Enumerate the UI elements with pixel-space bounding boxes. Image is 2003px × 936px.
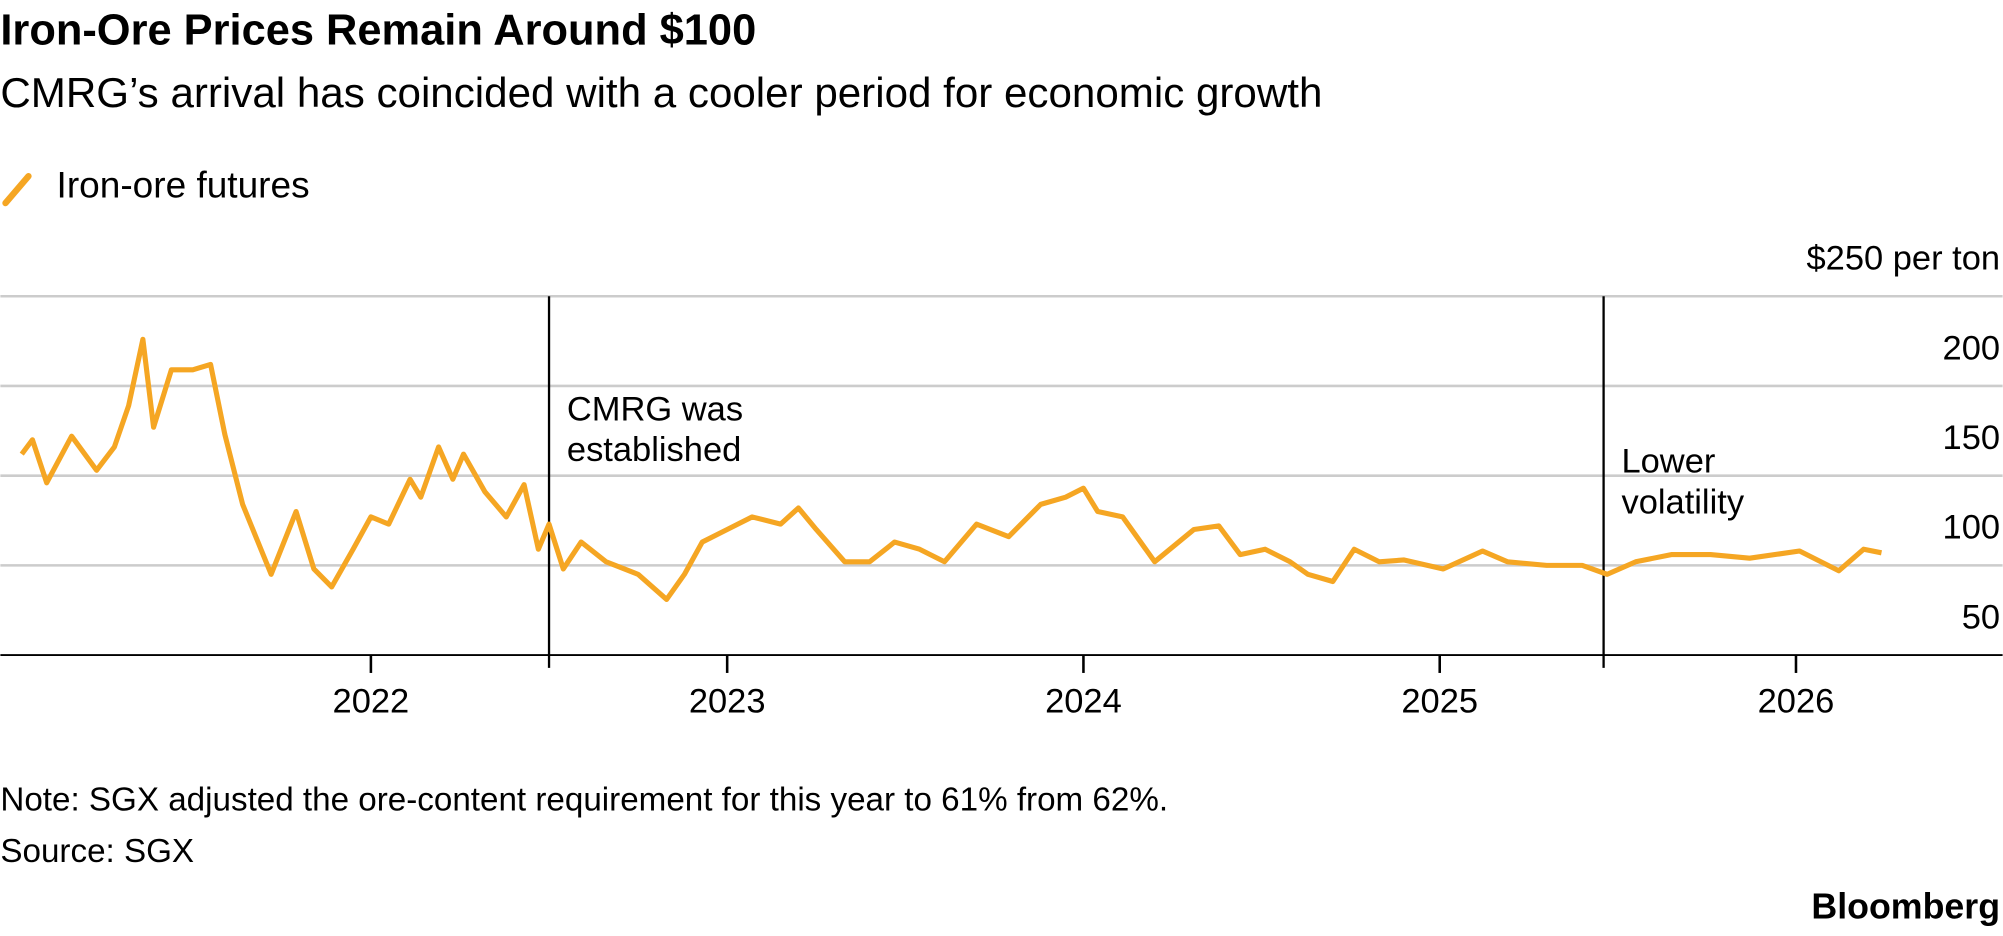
- x-tick-label: 2023: [689, 683, 766, 721]
- source: Source: SGX: [0, 833, 194, 870]
- chart-title: Iron-Ore Prices Remain Around $100: [0, 7, 756, 55]
- x-tick-label: 2025: [1401, 683, 1478, 721]
- legend-label: Iron-ore futures: [57, 163, 310, 205]
- x-tick-label: 2022: [333, 683, 410, 721]
- y-tick-label: 150: [1943, 419, 2001, 457]
- note: Note: SGX adjusted the ore-content requi…: [0, 782, 1168, 819]
- annotation-text: Lower: [1621, 443, 1715, 481]
- brand: Bloomberg: [1811, 887, 2000, 927]
- chart-subtitle: CMRG’s arrival has coincided with a cool…: [0, 69, 1322, 116]
- annotation-text: established: [567, 431, 741, 469]
- y-tick-label: 50: [1962, 598, 2000, 636]
- legend-swatch: [2, 173, 32, 207]
- y-tick-label: 100: [1943, 509, 2001, 547]
- series-line: [19, 336, 1882, 603]
- x-tick-label: 2024: [1045, 683, 1122, 721]
- x-tick-label: 2026: [1758, 683, 1835, 721]
- y-tick-label: 200: [1943, 329, 2001, 367]
- annotation-text: volatility: [1621, 484, 1744, 522]
- annotation-text: CMRG was: [567, 390, 743, 428]
- y-tick-label: $250 per ton: [1806, 240, 2000, 278]
